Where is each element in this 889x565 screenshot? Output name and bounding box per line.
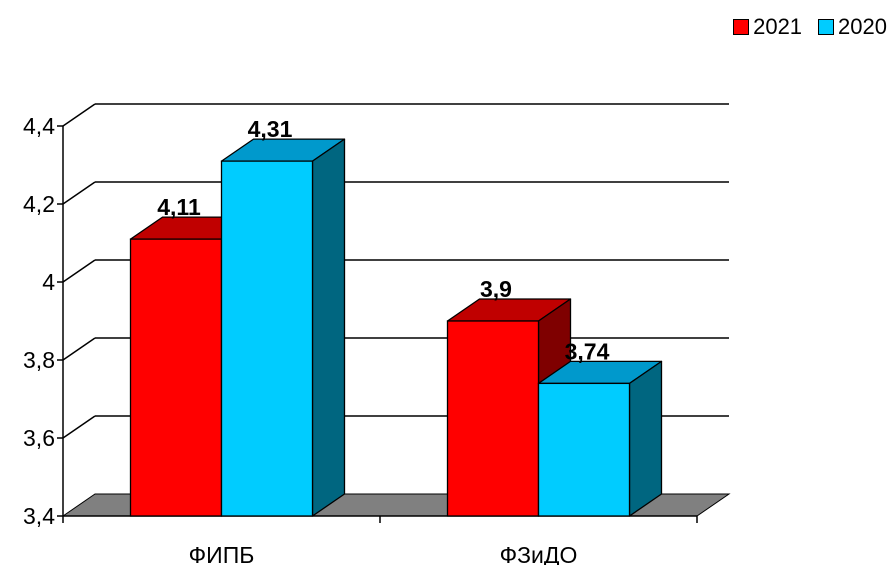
gridline-diagonal (62, 337, 96, 361)
x-tick-label: ФЗиДО (500, 542, 578, 565)
legend-item-2021: 2021 (733, 14, 802, 40)
data-label-2021-1: 3,9 (480, 276, 512, 302)
legend-swatch-2021 (733, 19, 750, 35)
x-tick-label: ФИПБ (189, 542, 255, 565)
legend: 2021 2020 (717, 14, 887, 40)
bar-2021-0 (129, 238, 223, 517)
bar-2020-0 (220, 160, 314, 517)
y-tick-label: 3,6 (23, 425, 55, 451)
gridline-diagonal (62, 103, 96, 127)
y-tick-label: 3,4 (23, 503, 55, 529)
gridline-diagonal (62, 259, 96, 283)
gridline-diagonal (62, 415, 96, 439)
gridline-diagonal (62, 181, 96, 205)
bar-2021-1 (446, 320, 540, 517)
legend-label-2021: 2021 (753, 14, 803, 39)
legend-item-2020: 2020 (818, 14, 887, 40)
legend-swatch-2020 (818, 19, 835, 35)
y-tick-label: 4,4 (23, 113, 55, 139)
data-label-2021-0: 4,11 (157, 194, 201, 220)
bar-side-2020-0 (311, 138, 346, 517)
y-tick-label: 4 (42, 269, 55, 295)
y-tick-label: 4,2 (23, 191, 55, 217)
data-label-2020-1: 3,74 (565, 338, 610, 364)
data-label-2020-0: 4,31 (248, 116, 293, 142)
bar-2020-1 (537, 382, 631, 517)
bar-side-2020-1 (628, 360, 663, 517)
legend-label-2020: 2020 (838, 14, 887, 39)
y-tick-label: 3,8 (23, 347, 55, 373)
